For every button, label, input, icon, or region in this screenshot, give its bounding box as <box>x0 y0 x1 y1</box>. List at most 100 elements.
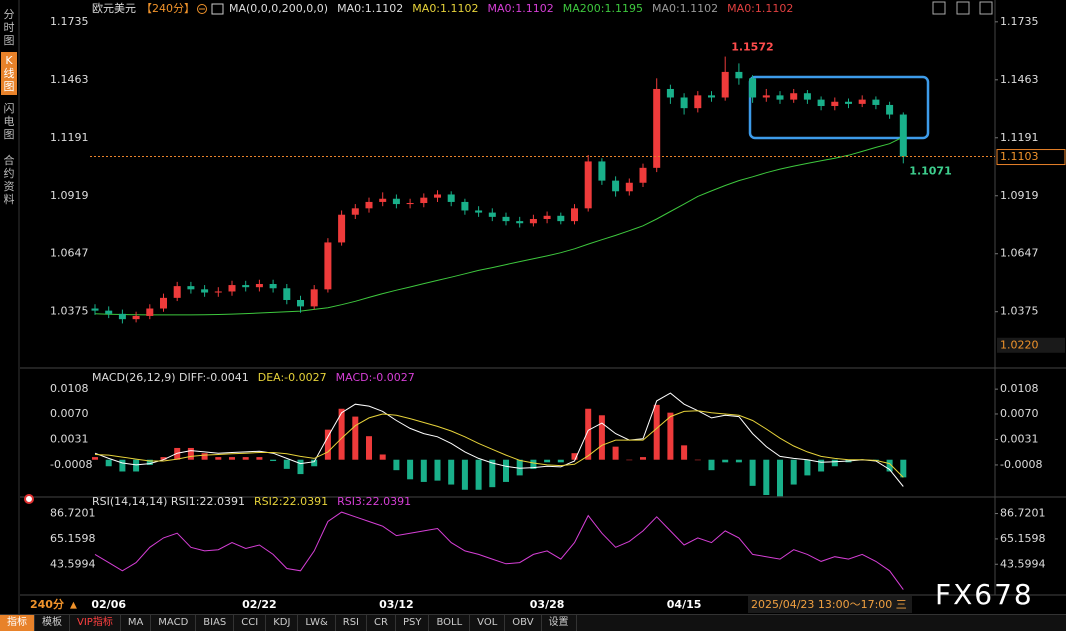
macd-bar <box>503 459 509 482</box>
macd-bar <box>804 459 811 476</box>
x-tick-label: 04/15 <box>667 598 702 611</box>
toolbar-item[interactable]: BIAS <box>196 615 235 631</box>
candle-body <box>310 289 318 307</box>
macd-bar <box>831 459 838 467</box>
settings-icon[interactable] <box>211 3 224 15</box>
y-tick-label: -0.0008 <box>50 458 92 471</box>
y-tick-label: 0.0031 <box>1000 432 1039 445</box>
toolbar-item[interactable]: MA <box>121 615 152 631</box>
macd-bar <box>516 459 523 476</box>
legend-entry: MA0:1.1102 <box>337 2 403 15</box>
candle-body <box>666 88 674 98</box>
candle-body <box>625 182 633 192</box>
candle-body <box>242 285 250 288</box>
candle-body <box>338 214 346 243</box>
candle-body <box>283 288 291 300</box>
candle-body <box>762 95 770 98</box>
window-button[interactable] <box>932 1 946 15</box>
candle-body <box>214 291 222 293</box>
candle-body <box>160 297 167 309</box>
candle-body <box>680 97 688 109</box>
candle-body <box>584 161 592 209</box>
macd-bar <box>352 416 359 460</box>
toolbar-item[interactable]: MACD <box>151 615 197 631</box>
macd-bar <box>105 459 112 467</box>
macd-bar <box>694 459 701 461</box>
candle-body <box>447 194 455 202</box>
candle-body <box>529 218 537 224</box>
y-tick-label: 1.0647 <box>1000 247 1039 260</box>
candle-body <box>543 215 551 219</box>
candle-body <box>173 286 181 298</box>
legend-entry: MA(0,0,0,200,0,0) <box>229 2 328 15</box>
y-tick-label: 65.1598 <box>50 532 96 545</box>
y-tick-label: 65.1598 <box>1000 532 1046 545</box>
toolbar-item[interactable]: 指标 <box>0 615 35 631</box>
toolbar-item[interactable]: CCI <box>234 615 267 631</box>
indicator-line <box>94 136 904 316</box>
y-tick-label: 43.5994 <box>50 557 96 570</box>
y-tick-label: 86.7201 <box>1000 507 1046 520</box>
candle-body <box>255 284 263 288</box>
x-tick-label: 02/22 <box>242 598 277 611</box>
macd-bar <box>790 459 797 485</box>
macd-bar <box>229 457 235 460</box>
candle-body <box>803 93 811 100</box>
sidebar-tab[interactable]: 合约资料 <box>3 154 15 206</box>
candle-body <box>187 286 195 290</box>
toolbar-item[interactable]: VIP指标 <box>70 615 121 631</box>
candle-body <box>858 99 866 104</box>
macd-bar <box>256 457 263 460</box>
macd-bar <box>242 457 249 460</box>
sidebar-tab[interactable]: 闪电图 <box>3 102 15 141</box>
toolbar-item[interactable]: RSI <box>336 615 368 631</box>
legend-entry: MA0:1.1102 <box>488 2 554 15</box>
toolbar-item[interactable]: CR <box>367 615 396 631</box>
macd-bar <box>763 459 770 495</box>
y-tick-label: 86.7201 <box>50 507 96 520</box>
macd-bar <box>187 447 194 460</box>
toolbar-item[interactable]: KDJ <box>266 615 299 631</box>
indicator-icon[interactable] <box>24 494 34 504</box>
period-label[interactable]: 240分 <box>30 597 64 611</box>
window-button[interactable] <box>979 1 993 15</box>
toolbar-item[interactable]: VOL <box>470 615 506 631</box>
macd-bar <box>818 459 825 472</box>
toolbar-item[interactable]: BOLL <box>429 615 471 631</box>
toolbar-item[interactable]: OBV <box>505 615 542 631</box>
x-tick-label: 03/28 <box>530 598 565 611</box>
toolbar-item[interactable]: PSY <box>396 615 430 631</box>
y-tick-label: 43.5994 <box>1000 557 1046 570</box>
toolbar-item[interactable]: 模板 <box>35 615 70 631</box>
candle-body <box>516 221 524 224</box>
macd-bar <box>777 459 783 497</box>
legend-entry: RSI2:22.0391 <box>254 495 328 508</box>
y-tick-label: 1.1735 <box>50 15 89 28</box>
macd-bar <box>735 459 742 463</box>
toolbar-item[interactable]: LW& <box>298 615 336 631</box>
candle-body <box>228 285 236 292</box>
candle-body <box>708 95 715 98</box>
toolbar-item[interactable]: 设置 <box>542 615 577 631</box>
candle-body <box>502 216 510 222</box>
sidebar-tab[interactable]: K线图 <box>1 52 17 95</box>
sidebar-tab[interactable]: 分时图 <box>3 8 15 47</box>
period: 【240分】 <box>141 2 195 15</box>
candle-body <box>653 88 661 168</box>
macd-bar <box>270 459 277 462</box>
toggle-icon[interactable] <box>197 4 207 14</box>
macd-bar <box>448 459 455 485</box>
macd-bar <box>900 459 907 478</box>
y-tick-label: 1.0375 <box>1000 305 1039 318</box>
macd-bar <box>324 429 331 460</box>
candle-body <box>269 284 277 289</box>
macd-bar <box>393 459 400 471</box>
macd-bar <box>160 457 167 460</box>
macd-bar <box>420 459 427 482</box>
indicator-line <box>94 511 904 590</box>
macd-bar <box>612 446 619 460</box>
window-button[interactable] <box>956 1 970 15</box>
macd-bar <box>489 459 496 488</box>
y-tick-label: 0.0070 <box>1000 407 1039 420</box>
